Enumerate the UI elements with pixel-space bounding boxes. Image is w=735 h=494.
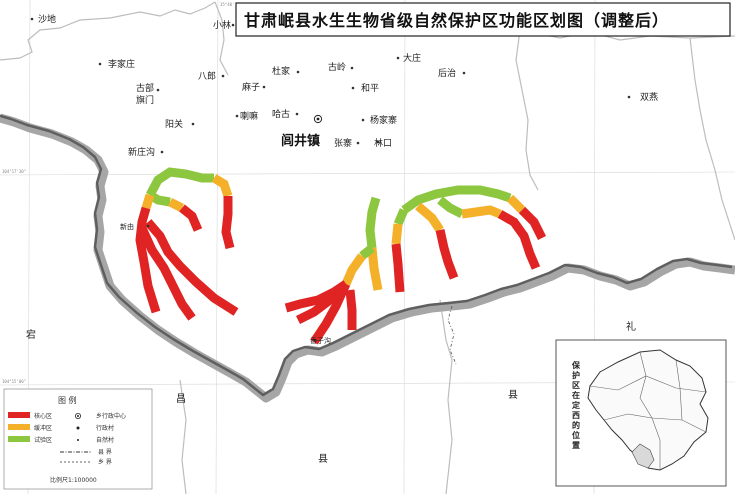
zone-core: [135, 206, 161, 314]
place-zhangzhai: 张寨: [334, 137, 352, 149]
place-guling: 古岭: [328, 61, 346, 73]
town-center-icon: [75, 412, 82, 419]
legend-label-village: 行政村: [96, 424, 114, 432]
zone-buffer: [211, 174, 233, 198]
legend-label-hamlet: 自然村: [96, 436, 114, 444]
place-lama: 喇嘛: [240, 110, 258, 122]
zone-buffer: [391, 223, 403, 245]
place-qimen: 旗门: [136, 94, 154, 106]
place-dazhuang: 大庄: [403, 52, 421, 64]
zone-core: [435, 229, 459, 280]
inset-reserve-highlight: [631, 443, 655, 469]
place-shuangyan: 双燕: [640, 91, 658, 103]
zone-core: [310, 282, 351, 345]
place-yangguan: 阳关: [165, 118, 183, 130]
place-dujia: 杜家: [272, 65, 290, 77]
legend-label-township-border: 乡 界: [98, 459, 112, 466]
zone-buffer: [367, 247, 383, 291]
zone-experimental: [401, 185, 512, 214]
legend-heading: 图 例: [58, 395, 77, 405]
place-hagu: 哈古: [272, 108, 290, 120]
zone-core: [497, 210, 541, 270]
zone-experimental: [359, 244, 375, 260]
place-balang: 八郎: [198, 70, 216, 82]
map-title: 甘肃岷县水生生物省级自然保护区功能区划图（调整后）: [244, 11, 669, 30]
zone-experimental: [393, 208, 409, 226]
river-zones: [135, 167, 547, 345]
place-yangjiazhai: 杨家寨: [370, 114, 397, 126]
zone-experimental: [365, 196, 381, 249]
zone-buffer: [415, 202, 444, 233]
place-xinyou: 新由: [120, 222, 134, 231]
county-label-lower-left: 昌: [176, 393, 186, 405]
legend-swatch-experimental: [8, 436, 30, 442]
legend-label-buffer: 缓冲区: [34, 424, 52, 432]
legend-swatch-core: [8, 412, 30, 418]
legend-scale: 比例尺1:100000: [50, 476, 97, 484]
zone-experimental: [437, 196, 465, 219]
place-mazi: 麻子: [242, 81, 260, 93]
reserve-boundary: [0, 113, 735, 403]
zone-experimental: [146, 167, 214, 198]
county-labels: 宕 昌 县 县 礼: [26, 320, 636, 465]
place-linkou: 林口: [374, 137, 392, 149]
place-xiaolin: 小林: [213, 19, 231, 31]
county-label-right-mid: 县: [508, 389, 518, 401]
svg-text:104°17'30": 104°17'30": [2, 169, 26, 174]
zone-buffer: [167, 197, 185, 213]
town-label: 闾井镇: [281, 133, 320, 149]
place-labels: 沙地 小林 李家庄 八郎 杜家 古岭 大庄 后治 双燕 古部 旗门 麻子 和平 …: [38, 13, 658, 345]
place-xiangzigou: 香子沟: [310, 336, 331, 345]
place-lijiazhuang: 李家庄: [108, 58, 135, 70]
township-lines: [447, 305, 457, 365]
hamlet-icon: [77, 439, 79, 441]
svg-text:35°40': 35°40': [220, 2, 234, 7]
legend: 图 例 核心区 缓冲区 试验区 乡行政中心 行政村 自然村 县 界 乡 界 比例…: [3, 388, 153, 490]
town-center-icon: [313, 114, 323, 124]
zone-buffer: [506, 194, 526, 214]
place-symbols: [30, 17, 631, 342]
county-label-left: 宕: [26, 328, 36, 341]
legend-label-county-border: 县 界: [98, 449, 112, 456]
place-gubu: 古部: [136, 82, 154, 94]
zone-core: [345, 289, 357, 330]
inset-map: 保护区在定西的位置: [555, 339, 727, 487]
place-shadi: 沙地: [38, 13, 56, 25]
zone-core: [144, 219, 239, 316]
county-label-right-top: 礼: [626, 320, 636, 333]
legend-label-experimental: 试验区: [34, 436, 52, 444]
legend-swatch-buffer: [8, 424, 30, 430]
zone-core: [179, 204, 203, 232]
village-icon: [76, 426, 80, 430]
legend-label-town-center: 乡行政中心: [96, 412, 126, 420]
zone-buffer: [461, 205, 502, 219]
legend-label-core: 核心区: [34, 412, 52, 420]
zone-core: [518, 206, 547, 241]
county-label-bottom: 县: [318, 453, 328, 465]
inset-label: 保护区在定西的位置: [571, 360, 581, 450]
zone-core: [137, 226, 196, 321]
place-heping: 和平: [361, 83, 379, 94]
title-box: 甘肃岷县水生生物省级自然保护区功能区划图（调整后）: [235, 2, 731, 37]
zone-buffer: [141, 193, 155, 210]
svg-text:104°15'00": 104°15'00": [2, 379, 26, 384]
zone-buffer: [341, 253, 366, 286]
zone-core: [391, 243, 405, 293]
place-xinzhuanggou: 新庄沟: [128, 146, 155, 158]
place-houye: 后治: [438, 67, 456, 79]
zone-core: [221, 196, 235, 250]
